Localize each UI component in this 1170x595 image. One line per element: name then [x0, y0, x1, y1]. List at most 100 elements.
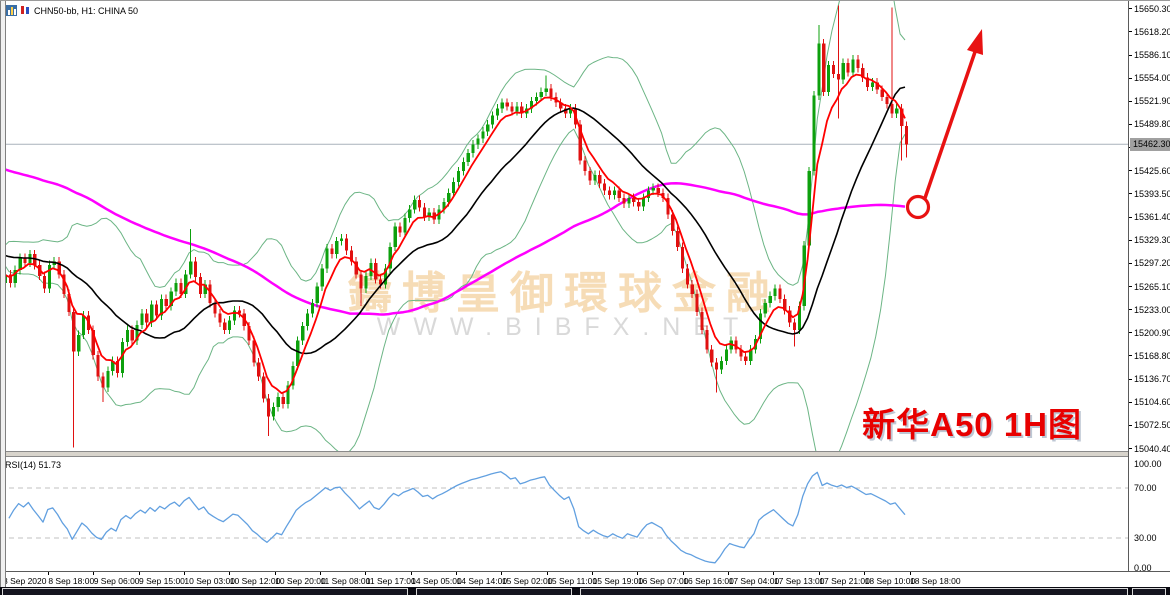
price-tick-mark: [1129, 332, 1132, 333]
candle-down: [705, 329, 709, 350]
rsi-tick-label: 30.00: [1134, 533, 1157, 543]
candle-down: [72, 311, 76, 352]
price-tick-mark: [1129, 402, 1132, 403]
time-tick-label: 17 Sep 04:00: [728, 576, 780, 586]
candle-down: [266, 398, 271, 417]
time-tick-mark: [637, 572, 638, 575]
annotation-arrow-head[interactable]: [967, 29, 983, 55]
price-tick-mark: [1129, 55, 1132, 56]
candlestick-chart[interactable]: [0, 1, 1128, 451]
time-tick-label: 10 Sep 20:00: [275, 576, 326, 586]
time-tick-label: 15 Sep 19:00: [592, 576, 644, 586]
candle-down: [91, 329, 95, 356]
candle-down: [57, 261, 61, 275]
candle-up: [403, 218, 407, 233]
candle-down: [603, 183, 607, 191]
price-tick-label: 15425.60: [1134, 165, 1170, 176]
candle-up: [476, 138, 480, 145]
candle-up: [768, 295, 772, 304]
time-tick-label: 15 Sep 11:00: [547, 576, 598, 586]
candle-up: [106, 370, 110, 388]
price-tick-mark: [1129, 78, 1132, 79]
pane-splitter[interactable]: [0, 451, 1170, 457]
candle-down: [559, 102, 563, 109]
bollinger-lower-band: [3, 128, 906, 451]
candle-up: [471, 144, 475, 154]
candle-down: [247, 326, 251, 341]
candle-down: [213, 303, 217, 314]
candle-down: [607, 190, 612, 195]
candle-up: [841, 63, 845, 80]
candle-up: [296, 340, 300, 366]
candle-up: [228, 320, 232, 330]
candle-down: [179, 282, 183, 294]
time-tick-mark: [864, 572, 865, 575]
candle-down: [778, 288, 782, 299]
minimized-window-tab[interactable]: [1132, 588, 1166, 595]
fast-ma-line: [3, 73, 906, 395]
chart-title-text: CHN50-bb, H1: CHINA 50: [34, 5, 139, 16]
chart-title-bar: CHN50-bb, H1: CHINA 50: [6, 5, 138, 16]
price-tick-mark: [1129, 31, 1132, 32]
candle-up: [140, 313, 144, 325]
minimized-window-tab[interactable]: [2, 588, 408, 595]
time-tick-mark: [48, 572, 49, 575]
candle-up: [495, 108, 500, 116]
time-tick-mark: [773, 572, 774, 575]
time-tick-mark: [728, 572, 729, 575]
minimized-window-tab[interactable]: [416, 588, 572, 595]
candle-up: [150, 304, 154, 323]
trend-arrow-annotation[interactable]: [905, 29, 984, 220]
candle-down: [632, 197, 636, 203]
minimized-windows-strip: [0, 587, 1170, 595]
candle-up: [81, 315, 86, 335]
candle-up: [364, 275, 368, 289]
candle-up: [120, 342, 125, 374]
candle-up: [529, 101, 534, 109]
annotation-arrow-line[interactable]: [923, 48, 978, 199]
price-tick-mark: [1129, 309, 1132, 310]
candle-up: [515, 106, 519, 112]
candle-up: [651, 187, 655, 191]
price-tick-label: 15168.80: [1134, 350, 1170, 361]
candle-up: [315, 286, 319, 304]
candle-up: [47, 264, 52, 289]
candle-down: [904, 125, 909, 145]
candle-down: [116, 360, 120, 374]
candle-up: [539, 91, 543, 97]
candle-up: [408, 209, 412, 219]
price-tick-mark: [1129, 355, 1132, 356]
time-tick-label: 11 Sep 17:00: [365, 576, 416, 586]
candle-up: [593, 174, 597, 181]
candle-down: [676, 231, 680, 247]
candles[interactable]: [4, 5, 909, 448]
main-chart-pane[interactable]: 鑄博皇御環球金融 WWW.BIBFX.NET CHN50-bb, H1: CHI…: [0, 1, 1128, 451]
annotation-label[interactable]: 新华A50 1H图: [862, 406, 1082, 443]
time-tick-mark: [910, 572, 911, 575]
annotation-circle[interactable]: [905, 194, 931, 220]
candle-up: [646, 190, 651, 198]
candle-up: [174, 282, 178, 292]
slow-ma-line: [3, 167, 906, 316]
candle-up: [13, 269, 17, 283]
candle-up: [305, 313, 310, 327]
rsi-tick-label: 0.00: [1134, 563, 1152, 573]
rsi-chart[interactable]: [0, 457, 1128, 571]
candle-up: [807, 171, 811, 246]
time-tick-label: 14 Sep 14:00: [456, 576, 508, 586]
candle-down: [861, 68, 865, 78]
candle-up: [870, 82, 875, 87]
time-tick-mark: [456, 572, 457, 575]
time-tick-label: 16 Sep 16:00: [683, 576, 734, 586]
price-tick-mark: [1129, 379, 1132, 380]
candle-down: [130, 329, 134, 341]
candle-down: [354, 261, 358, 275]
minimized-window-tab[interactable]: [580, 588, 1128, 595]
candle-down: [792, 322, 797, 330]
candle-up: [758, 313, 763, 340]
price-tick-label: 15233.00: [1134, 304, 1170, 315]
rsi-pane[interactable]: [0, 457, 1128, 571]
candle-up: [724, 349, 728, 361]
price-tick-label: 15650.30: [1134, 3, 1170, 14]
candle-down: [510, 106, 514, 112]
